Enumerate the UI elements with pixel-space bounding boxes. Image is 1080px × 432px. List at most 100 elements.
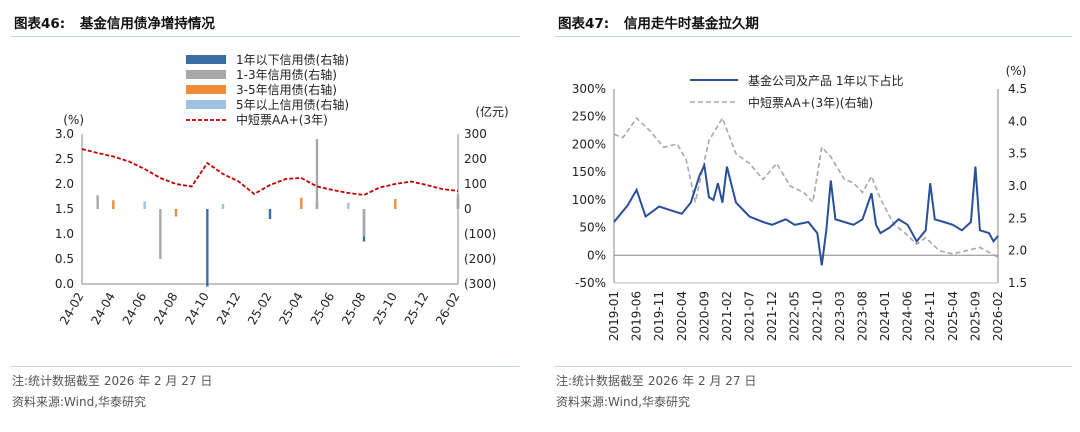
right-chart-title: 图表47: 信用走牛时基金拉久期 bbox=[558, 12, 769, 32]
x-tick-label: 2019-06 bbox=[630, 291, 644, 341]
legend-label: 基金公司及产品 1年以下占比 bbox=[748, 73, 903, 88]
x-tick-label: 2023-03 bbox=[833, 291, 847, 341]
legend-swatch-2 bbox=[186, 85, 226, 94]
right-y-tick-label: 0 bbox=[464, 202, 472, 216]
left-chart-panel: 图表46: 基金信用债净增持情况 0.0 0.5 1.0 1.5 2.0 2.5 3.0 (3… bbox=[0, 0, 528, 432]
x-tick-label: 24-06 bbox=[120, 290, 150, 327]
x-tick-label: 2024-01 bbox=[878, 291, 892, 341]
bar-0 bbox=[268, 209, 272, 219]
bar-1 bbox=[315, 139, 319, 209]
right-chart-panel: 图表47: 信用走牛时基金拉久期 -50% 0% 50% 100% 150% 200% 25… bbox=[544, 0, 1080, 432]
left-chart-title: 图表46: 基金信用债净增持情况 bbox=[14, 12, 225, 32]
x-tick-label: 2022-10 bbox=[810, 291, 824, 341]
left-axis-unit: (%) bbox=[63, 113, 84, 127]
right-note: 注:统计数据截至 2026 年 2 月 27 日 bbox=[556, 374, 757, 388]
right-title-text: 信用走牛时基金拉久期 bbox=[623, 16, 759, 32]
bar-3 bbox=[221, 204, 225, 209]
left-y-tick-label: -50% bbox=[575, 276, 606, 290]
x-tick-label: 25-02 bbox=[245, 290, 275, 327]
right-chart-svg: -50% 0% 50% 100% 150% 200% 250% 300% 1.5 2.0 2.5 3.… bbox=[572, 64, 1027, 341]
legend-swatch-1 bbox=[186, 70, 226, 79]
x-tick-label: 2021-02 bbox=[720, 291, 734, 341]
right-axis-unit: (%) bbox=[1006, 64, 1027, 78]
legend-label: 中短票AA+(3年)(右轴) bbox=[748, 95, 873, 110]
x-tick-label: 25-04 bbox=[276, 290, 306, 327]
left-source: 资料来源:Wind,华泰研究 bbox=[12, 395, 147, 409]
aa-plus-line bbox=[81, 148, 459, 196]
x-tick-label: 25-10 bbox=[370, 290, 400, 327]
left-y-tick-label: 3.0 bbox=[55, 127, 74, 141]
right-y-tick-label: 4.0 bbox=[1008, 114, 1027, 128]
bar-2 bbox=[300, 197, 303, 209]
right-y-tick-label: (300) bbox=[464, 277, 496, 291]
left-title-text: 基金信用债净增持情况 bbox=[79, 16, 215, 32]
legend-swatch-0 bbox=[186, 55, 226, 64]
right-y-tick-label: (200) bbox=[464, 252, 496, 266]
right-source: 资料来源:Wind,华泰研究 bbox=[556, 395, 691, 409]
right-figure-number: 图表47: bbox=[558, 16, 610, 32]
bar-1 bbox=[96, 195, 99, 209]
left-footer-rule bbox=[10, 366, 520, 367]
left-figure-number: 图表46: bbox=[14, 16, 66, 32]
bar-1 bbox=[362, 209, 366, 237]
x-tick-label: 2020-09 bbox=[697, 291, 711, 341]
right-y-tick-label: 2.5 bbox=[1008, 211, 1027, 225]
legend-label: 3-5年信用债(右轴) bbox=[236, 82, 337, 97]
bar-3 bbox=[347, 202, 350, 209]
right-y-tick-label: 3.0 bbox=[1008, 179, 1027, 193]
x-tick-label: 2021-07 bbox=[743, 291, 757, 341]
bar-3 bbox=[143, 201, 146, 209]
x-tick-label: 25-06 bbox=[308, 290, 338, 327]
right-y-tick-label: 4.5 bbox=[1008, 82, 1027, 96]
left-y-tick-label: 100% bbox=[572, 193, 606, 207]
x-tick-label: 2023-08 bbox=[855, 291, 869, 341]
x-tick-label: 24-12 bbox=[214, 290, 244, 327]
left-y-tick-label: 2.5 bbox=[55, 152, 74, 166]
right-y-tick-label: 100 bbox=[464, 177, 487, 191]
aa-plus-yield-line bbox=[613, 116, 999, 258]
right-y-tick-label: 200 bbox=[464, 152, 487, 166]
right-footer-rule bbox=[554, 366, 1072, 367]
x-tick-label: 24-08 bbox=[151, 290, 181, 327]
x-tick-label: 2022-05 bbox=[788, 291, 802, 341]
right-axis-unit: (亿元) bbox=[475, 104, 508, 119]
left-y-tick-label: 2.0 bbox=[55, 177, 74, 191]
x-tick-label: 2019-01 bbox=[607, 291, 621, 341]
x-tick-label: 2026-02 bbox=[991, 291, 1005, 341]
left-y-tick-label: 200% bbox=[572, 137, 606, 151]
left-y-tick-label: 1.5 bbox=[55, 202, 74, 216]
left-y-tick-label: 250% bbox=[572, 110, 606, 124]
x-tick-label: 2024-11 bbox=[923, 291, 937, 341]
left-y-tick-label: 300% bbox=[572, 82, 606, 96]
right-y-tick-label: 3.5 bbox=[1008, 147, 1027, 161]
left-chart-svg: 0.0 0.5 1.0 1.5 2.0 2.5 3.0 (300) (200) (100) 0 100… bbox=[55, 52, 509, 327]
left-y-tick-label: 150% bbox=[572, 165, 606, 179]
x-tick-label: 25-08 bbox=[339, 290, 369, 327]
x-tick-label: 24-04 bbox=[88, 290, 118, 327]
legend-label: 5年以上信用债(右轴) bbox=[236, 97, 349, 112]
left-title-rule bbox=[10, 36, 520, 37]
x-tick-label: 2021-12 bbox=[765, 291, 779, 341]
bar-0 bbox=[206, 209, 209, 287]
bar-2 bbox=[112, 200, 115, 209]
bar-1 bbox=[159, 209, 162, 259]
x-tick-label: 2019-11 bbox=[652, 291, 666, 341]
left-y-tick-label: 0.0 bbox=[55, 277, 74, 291]
right-y-tick-label: 300 bbox=[464, 127, 487, 141]
legend-swatch-3 bbox=[186, 100, 226, 109]
x-tick-label: 24-10 bbox=[182, 290, 212, 327]
x-tick-label: 24-02 bbox=[57, 290, 87, 327]
left-y-tick-label: 50% bbox=[579, 221, 606, 235]
right-y-tick-label: 2.0 bbox=[1008, 244, 1027, 258]
bar-2 bbox=[394, 199, 397, 209]
legend-label: 中短票AA+(3年) bbox=[236, 112, 328, 127]
x-tick-label: 2025-04 bbox=[946, 291, 960, 341]
x-tick-label: 25-12 bbox=[402, 290, 432, 327]
left-y-tick-label: 0% bbox=[587, 248, 606, 262]
right-y-tick-label: 1.5 bbox=[1008, 276, 1027, 290]
legend-label: 1年以下信用债(右轴) bbox=[236, 52, 349, 67]
right-title-rule bbox=[554, 36, 1072, 37]
x-tick-label: 2025-09 bbox=[968, 291, 982, 341]
x-tick-label: 2024-06 bbox=[901, 291, 915, 341]
left-note: 注:统计数据截至 2026 年 2 月 27 日 bbox=[12, 374, 213, 388]
